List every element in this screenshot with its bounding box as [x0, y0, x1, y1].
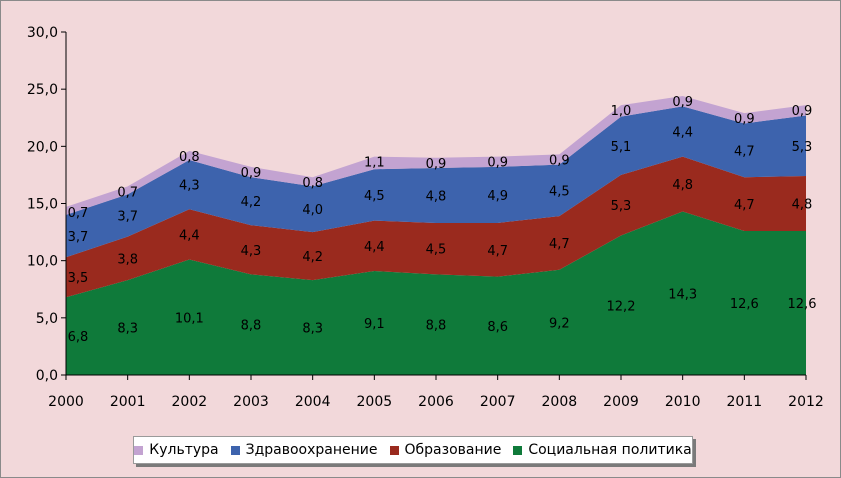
- x-tick-label: 2000: [48, 394, 84, 410]
- data-label: 0,7: [68, 206, 89, 221]
- area-3: [66, 106, 806, 258]
- legend-swatch: [513, 445, 523, 455]
- data-label: 4,4: [672, 125, 693, 140]
- data-label: 4,7: [734, 144, 755, 159]
- y-tick-label: 20,0: [27, 139, 58, 155]
- legend: Культура Здравоохранение Образование Социал…: [133, 436, 693, 464]
- data-label: 3,7: [68, 230, 89, 245]
- y-tick-label: 30,0: [27, 25, 58, 41]
- data-label: 8,6: [487, 320, 508, 335]
- legend-swatch: [134, 445, 144, 455]
- data-label: 4,5: [364, 189, 385, 204]
- data-label: 6,8: [68, 330, 89, 345]
- data-label: 4,8: [792, 198, 813, 213]
- data-label: 3,8: [117, 252, 138, 267]
- data-label: 10,1: [175, 311, 204, 326]
- data-label: 4,7: [734, 198, 755, 213]
- data-label: 4,5: [426, 243, 447, 258]
- legend-entry: Образование: [389, 442, 502, 458]
- x-tick-label: 2006: [418, 394, 454, 410]
- data-label: 4,5: [549, 184, 570, 199]
- y-tick-label: 0,0: [36, 368, 58, 384]
- data-label: 5,3: [792, 140, 813, 155]
- x-tick-label: 2009: [603, 394, 639, 410]
- x-tick-label: 2012: [788, 394, 824, 410]
- data-label: 4,8: [672, 178, 693, 193]
- data-label: 1,1: [364, 156, 385, 171]
- data-label: 12,2: [607, 299, 636, 314]
- data-label: 5,3: [611, 199, 632, 214]
- data-label: 14,3: [668, 287, 697, 302]
- data-label: 4,3: [241, 244, 262, 259]
- data-label: 4,9: [487, 189, 508, 204]
- data-label: 0,9: [426, 157, 447, 172]
- data-label: 4,8: [426, 189, 447, 204]
- data-label: 3,5: [68, 271, 89, 286]
- x-tick-label: 2008: [542, 394, 578, 410]
- y-tick-label: 15,0: [27, 197, 58, 213]
- data-label: 4,0: [302, 203, 323, 218]
- legend-label: Социальная политика: [528, 442, 692, 458]
- data-label: 12,6: [788, 297, 817, 312]
- data-label: 4,4: [364, 240, 385, 255]
- data-label: 4,3: [179, 179, 200, 194]
- data-label: 9,2: [549, 316, 570, 331]
- x-tick-label: 2007: [480, 394, 516, 410]
- y-tick-label: 25,0: [27, 82, 58, 98]
- legend-swatch: [230, 445, 240, 455]
- x-tick-label: 2004: [295, 394, 331, 410]
- data-label: 0,8: [302, 176, 323, 191]
- legend-label: Здравоохранение: [245, 442, 378, 458]
- x-tick-label: 2011: [727, 394, 763, 410]
- legend-label: Культура: [149, 442, 219, 458]
- data-label: 0,9: [734, 112, 755, 127]
- legend-entry: Социальная политика: [513, 442, 692, 458]
- data-label: 8,8: [241, 319, 262, 334]
- data-label: 3,7: [117, 210, 138, 225]
- x-tick-label: 2001: [110, 394, 146, 410]
- data-label: 8,3: [117, 322, 138, 337]
- y-tick-label: 5,0: [36, 311, 58, 327]
- data-label: 4,7: [549, 237, 570, 252]
- data-label: 1,0: [611, 104, 632, 119]
- data-label: 4,2: [241, 195, 262, 210]
- legend-entry: Здравоохранение: [230, 442, 378, 458]
- x-tick-label: 2010: [665, 394, 701, 410]
- legend-entry: Культура: [134, 442, 219, 458]
- y-tick-label: 10,0: [27, 254, 58, 270]
- data-label: 4,2: [302, 250, 323, 265]
- data-label: 8,3: [302, 322, 323, 337]
- data-label: 8,8: [426, 319, 447, 334]
- data-label: 12,6: [730, 297, 759, 312]
- data-label: 4,4: [179, 228, 200, 243]
- legend-swatch: [389, 445, 399, 455]
- data-label: 0,9: [792, 104, 813, 119]
- data-label: 4,7: [487, 244, 508, 259]
- data-label: 5,1: [611, 140, 632, 155]
- data-label: 0,9: [487, 156, 508, 171]
- data-label: 0,9: [241, 166, 262, 181]
- area-2: [66, 156, 806, 298]
- x-tick-label: 2003: [233, 394, 269, 410]
- data-label: 0,8: [179, 150, 200, 165]
- data-label: 9,1: [364, 317, 385, 332]
- x-tick-label: 2005: [357, 394, 393, 410]
- data-label: 0,7: [117, 185, 138, 200]
- area-1: [66, 211, 806, 375]
- x-tick-label: 2002: [172, 394, 208, 410]
- legend-label: Образование: [404, 442, 502, 458]
- data-label: 0,9: [549, 153, 570, 168]
- data-label: 0,9: [672, 95, 693, 110]
